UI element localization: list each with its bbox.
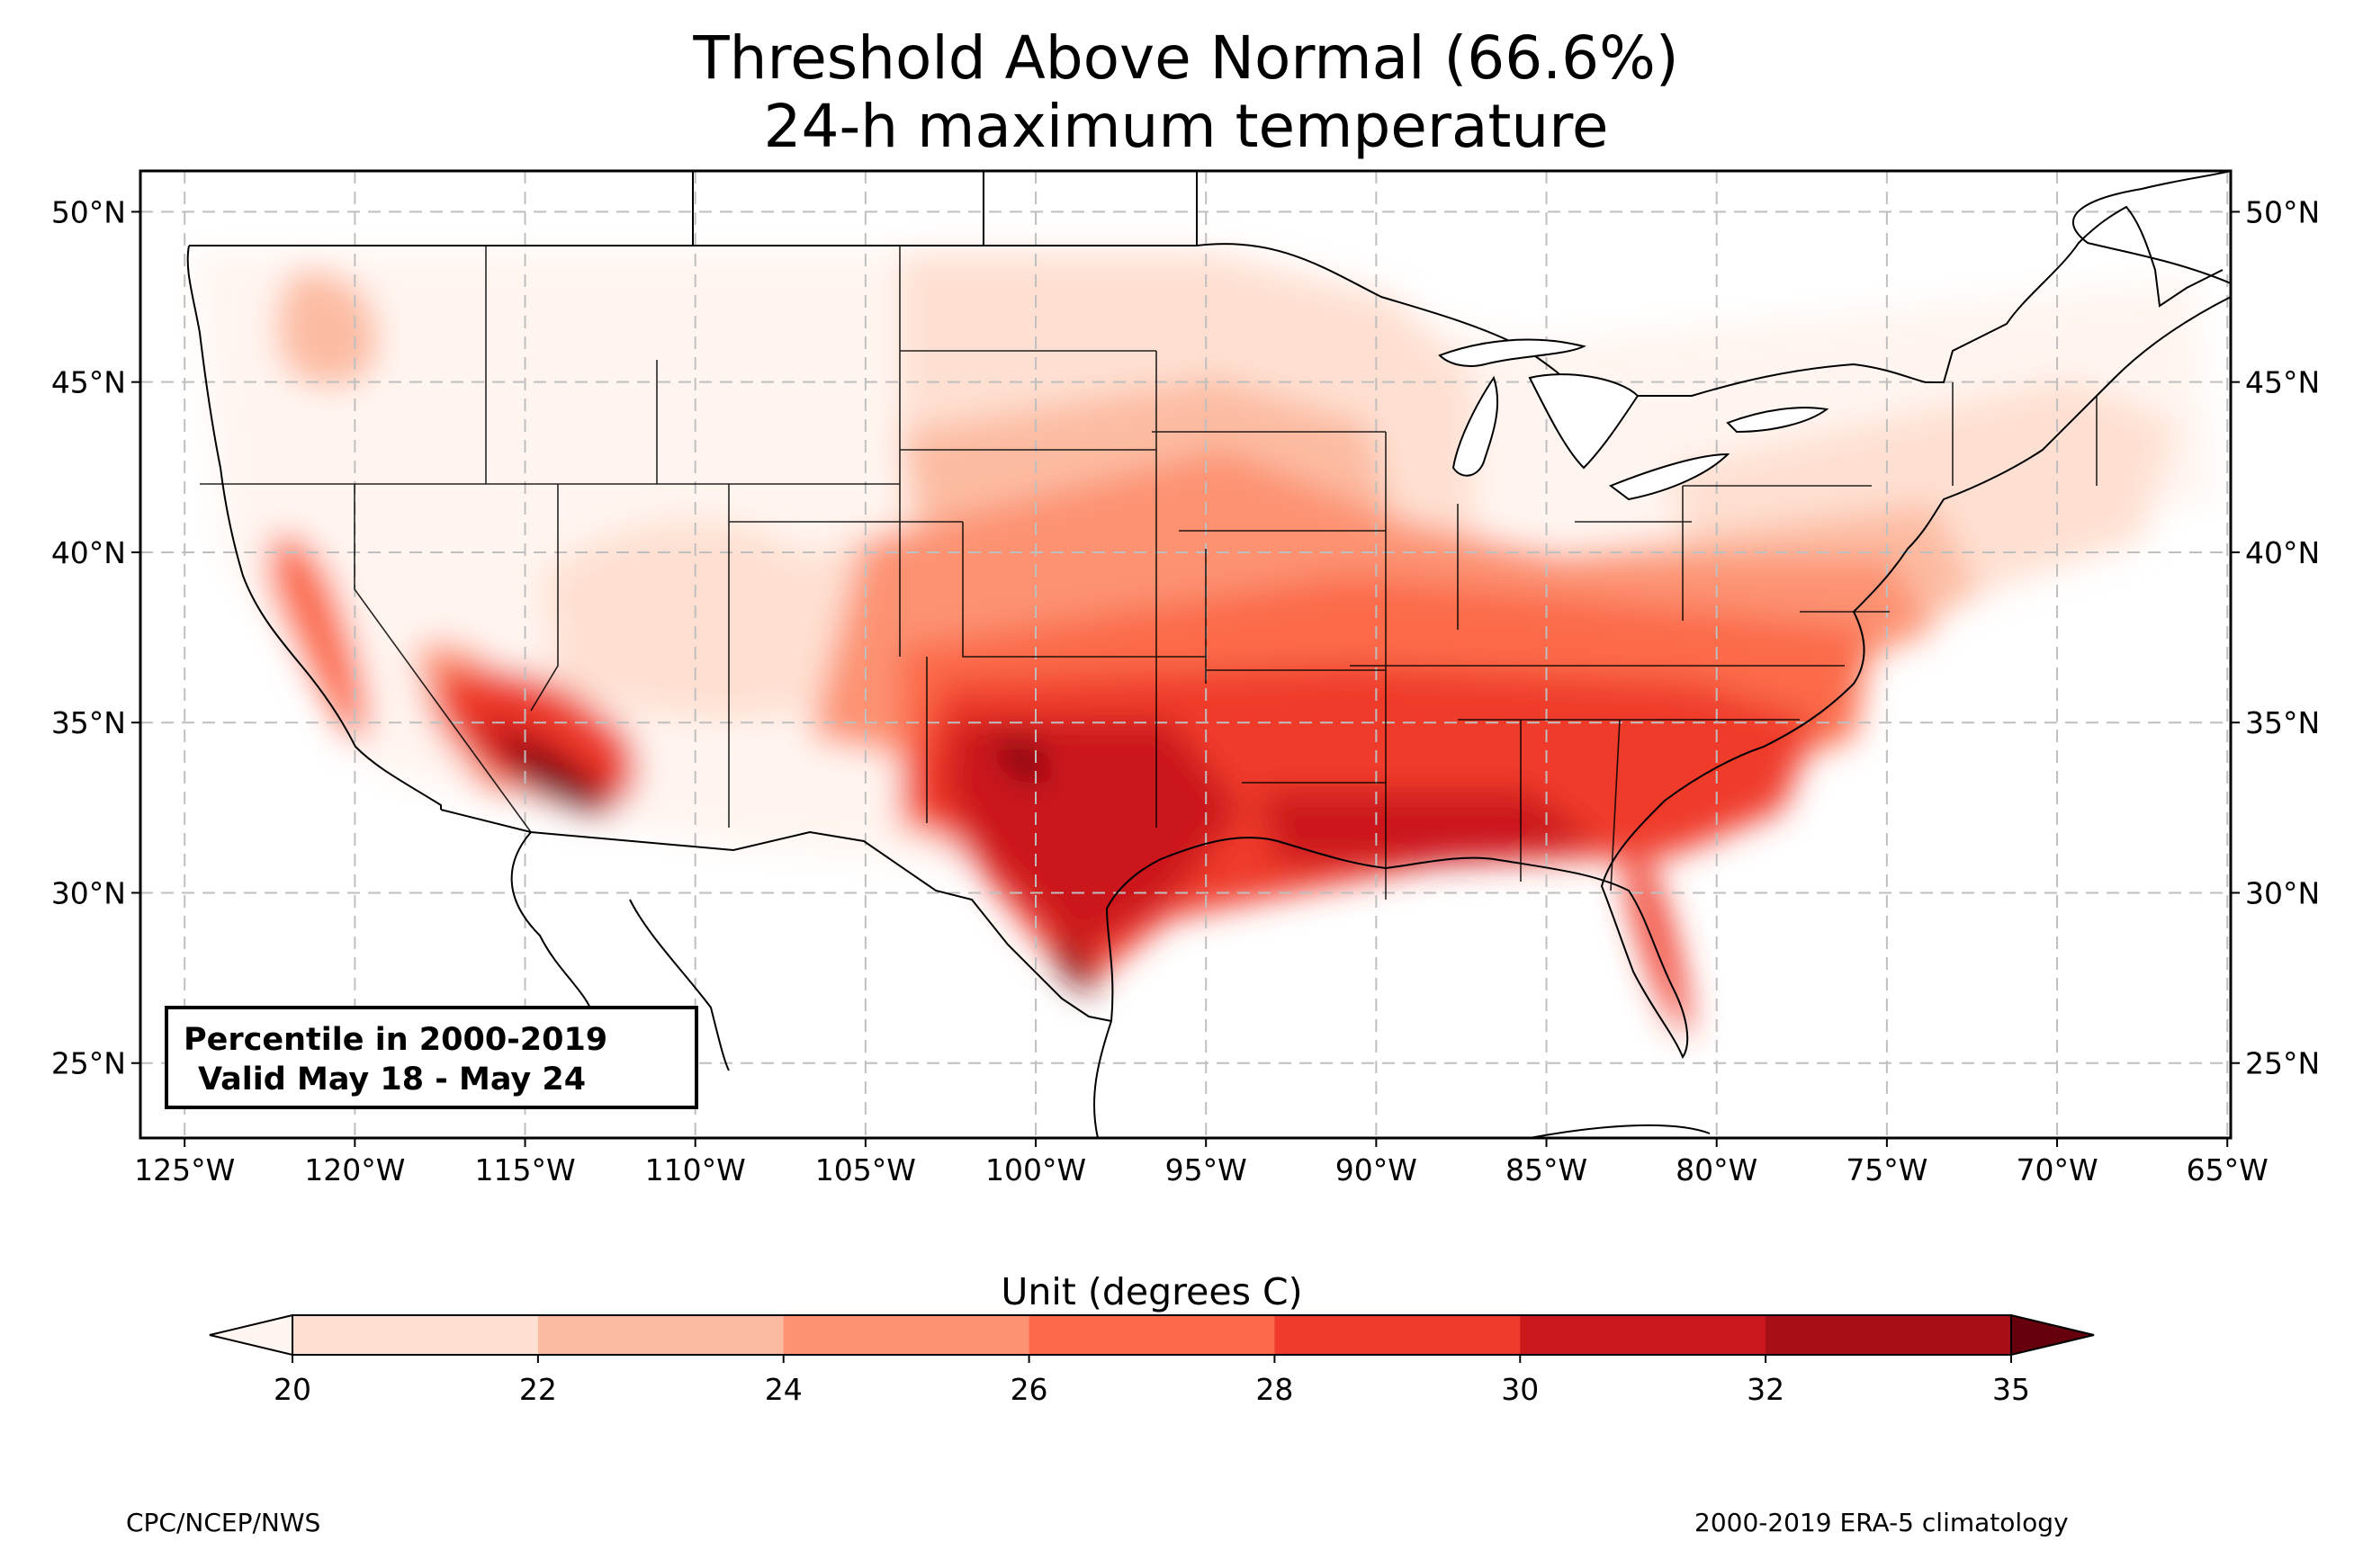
country-borders [189, 171, 2231, 1138]
lat-tick-label: 45°N [2245, 365, 2320, 400]
colorbar-tick-label: 26 [1011, 1372, 1048, 1407]
temp-contour-level-7 [504, 738, 605, 809]
great-lakes [1438, 338, 1829, 501]
latitude-axis-left: 25°N 30°N 35°N 40°N 45°N 50°N [51, 194, 140, 1081]
map-title: Threshold Above Normal (66.6%) [693, 23, 1679, 93]
coastlines [186, 245, 2231, 1060]
lon-tick-label: 105°W [815, 1152, 916, 1187]
credit-right: 2000-2019 ERA-5 climatology [1694, 1508, 2069, 1537]
colorbar-tick-label: 30 [1501, 1372, 1539, 1407]
colorbar-tick-label: 32 [1747, 1372, 1784, 1407]
temp-contour-level-7 [999, 737, 1045, 784]
latitude-axis-right: 25°N 30°N 35°N 40°N 45°N 50°N [2231, 194, 2320, 1081]
lat-tick-label: 30°N [51, 875, 126, 910]
colorbar-title: Unit (degrees C) [1001, 1270, 1303, 1313]
lon-tick-label: 95°W [1165, 1152, 1247, 1187]
lon-tick-label: 75°W [1846, 1152, 1927, 1187]
lat-tick-label: 50°N [2245, 194, 2320, 229]
colorbar-segment [1766, 1315, 2012, 1355]
state-borders [200, 246, 2098, 900]
lon-tick-label: 65°W [2187, 1152, 2269, 1187]
temp-contour-level-2 [276, 270, 378, 387]
lat-tick-label: 40°N [2245, 535, 2320, 570]
colorbar-segment [537, 1315, 785, 1355]
lat-tick-label: 30°N [2245, 875, 2320, 910]
colorbar-segment [1520, 1315, 1766, 1355]
lat-tick-label: 25°N [51, 1046, 126, 1081]
colorbar-tick-label: 24 [765, 1372, 803, 1407]
colorbar-over-arrow [2010, 1313, 2095, 1357]
colorbar-tick-label: 35 [1992, 1372, 2030, 1407]
colorbar-tick-label: 28 [1255, 1372, 1293, 1407]
colorbar-tick-label: 22 [519, 1372, 557, 1407]
temp-contour-level-4 [270, 534, 368, 747]
temp-contour-level-6 [1260, 792, 1602, 864]
lat-tick-label: 35°N [51, 705, 126, 740]
colorbar: 20 22 24 26 28 30 32 35 [209, 1313, 2095, 1407]
lon-tick-label: 125°W [134, 1152, 235, 1187]
colorbar-segment [1029, 1315, 1275, 1355]
map-gridlines [140, 171, 2231, 1138]
colorbar-segment [1274, 1315, 1521, 1355]
lat-tick-label: 50°N [51, 194, 126, 229]
map-frame [139, 169, 2233, 1140]
lat-tick-label: 45°N [51, 365, 126, 400]
info-box: Percentile in 2000-2019 Valid May 18 - M… [165, 1006, 698, 1109]
credit-left: CPC/NCEP/NWS [126, 1508, 321, 1537]
lat-tick-label: 25°N [2245, 1046, 2320, 1081]
lon-tick-label: 110°W [645, 1152, 746, 1187]
temp-contour-level-7 [1053, 943, 1098, 992]
lon-tick-label: 85°W [1505, 1152, 1587, 1187]
map-subtitle: 24-h maximum temperature [763, 92, 1609, 161]
lon-tick-label: 120°W [304, 1152, 405, 1187]
lon-tick-label: 90°W [1335, 1152, 1417, 1187]
lon-tick-label: 80°W [1676, 1152, 1757, 1187]
map-plot-area [140, 171, 2231, 1138]
lat-tick-label: 40°N [51, 535, 126, 570]
longitude-axis: 125°W 120°W 115°W 110°W 105°W 100°W 95°W 90°W 85… [134, 1138, 2269, 1187]
colorbar-segment [292, 1315, 539, 1355]
colorbar-tick-label: 20 [274, 1372, 311, 1407]
lon-tick-label: 100°W [985, 1152, 1086, 1187]
info-line-valid-dates: Valid May 18 - May 24 [198, 1062, 587, 1098]
info-line-percentile: Percentile in 2000-2019 [184, 1022, 608, 1058]
colorbar-under-arrow [209, 1313, 293, 1357]
colorbar-outline [292, 1314, 2012, 1356]
lon-tick-label: 115°W [474, 1152, 575, 1187]
temp-contour-level-6 [945, 720, 1242, 954]
lat-tick-label: 35°N [2245, 705, 2320, 740]
temp-contour-level-5 [1620, 810, 1692, 1035]
colorbar-segment [783, 1315, 1030, 1355]
lon-tick-label: 70°W [2016, 1152, 2098, 1187]
